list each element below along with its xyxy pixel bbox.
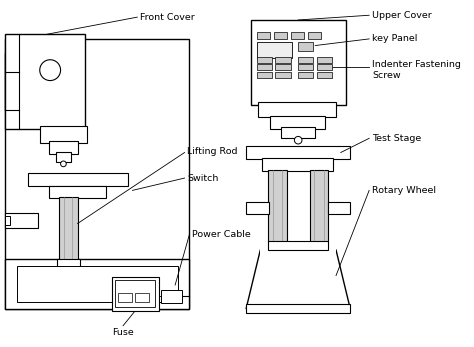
Circle shape: [294, 136, 302, 144]
Bar: [5, 34, 85, 129]
Bar: [275, 72, 291, 78]
Bar: [57, 260, 80, 267]
Bar: [273, 32, 287, 39]
Bar: [281, 127, 315, 138]
Bar: [5, 213, 38, 228]
Bar: [246, 146, 350, 159]
Bar: [5, 260, 189, 309]
Bar: [270, 116, 325, 129]
Bar: [317, 65, 332, 70]
Bar: [256, 32, 270, 39]
Bar: [5, 39, 189, 309]
Bar: [251, 20, 346, 105]
Bar: [28, 173, 128, 186]
Bar: [116, 280, 155, 307]
Bar: [275, 57, 291, 62]
Text: Front Cover: Front Cover: [140, 12, 195, 22]
Bar: [49, 186, 106, 198]
Text: Indenter Fastening
Screw: Indenter Fastening Screw: [372, 60, 461, 80]
Circle shape: [61, 161, 66, 167]
Bar: [56, 152, 71, 162]
Bar: [118, 293, 132, 302]
Bar: [298, 42, 313, 51]
Bar: [268, 240, 328, 250]
Bar: [256, 42, 292, 58]
Bar: [298, 57, 313, 62]
Bar: [328, 202, 350, 214]
Bar: [5, 53, 24, 110]
Bar: [256, 57, 272, 62]
Bar: [317, 57, 332, 62]
Bar: [246, 202, 269, 214]
Text: Upper Cover: Upper Cover: [372, 11, 432, 20]
Bar: [5, 216, 10, 226]
Bar: [59, 197, 78, 261]
Text: Switch: Switch: [187, 174, 219, 183]
Bar: [268, 170, 287, 243]
Polygon shape: [246, 250, 350, 309]
Bar: [308, 32, 321, 39]
Bar: [291, 32, 304, 39]
Circle shape: [40, 60, 61, 81]
Bar: [258, 102, 336, 118]
Text: Fuse: Fuse: [112, 328, 134, 337]
Text: Power Cable: Power Cable: [192, 230, 251, 239]
Bar: [256, 72, 272, 78]
Bar: [298, 65, 313, 70]
Text: key Panel: key Panel: [372, 34, 418, 43]
Text: Test Stage: Test Stage: [372, 134, 421, 143]
Bar: [262, 158, 333, 171]
Bar: [246, 304, 350, 313]
Bar: [17, 266, 178, 302]
Bar: [275, 65, 291, 70]
Bar: [136, 293, 149, 302]
Bar: [49, 141, 78, 154]
Bar: [112, 277, 159, 311]
Bar: [317, 72, 332, 78]
Text: Rotary Wheel: Rotary Wheel: [372, 186, 436, 195]
Bar: [161, 290, 182, 303]
Bar: [310, 170, 328, 243]
Bar: [256, 65, 272, 70]
Bar: [260, 247, 336, 257]
Text: Lifting Rod: Lifting Rod: [187, 147, 238, 156]
Bar: [40, 126, 87, 143]
Bar: [298, 72, 313, 78]
